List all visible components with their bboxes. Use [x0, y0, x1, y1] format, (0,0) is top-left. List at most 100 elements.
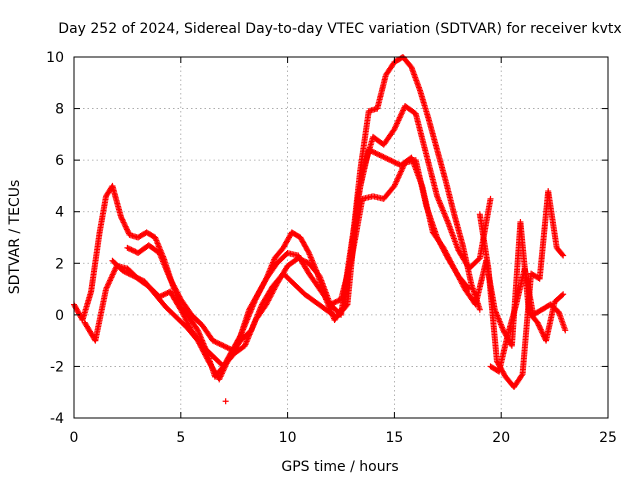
data-point: [540, 332, 547, 339]
data-point: [384, 155, 391, 162]
x-tick-label: 15: [385, 430, 403, 446]
data-point: [539, 329, 546, 336]
y-tick-label: 4: [55, 205, 64, 221]
data-point: [538, 327, 545, 334]
plot-frame: [73, 56, 609, 419]
data-point: [559, 251, 566, 258]
data-point: [119, 218, 126, 225]
x-tick-label: 5: [176, 430, 185, 446]
x-tick-label: 20: [492, 430, 510, 446]
data-point: [381, 154, 388, 161]
data-point: [132, 273, 139, 280]
data-point: [328, 300, 335, 307]
data-point: [124, 227, 131, 234]
data-point: [535, 322, 542, 329]
data-point: [465, 284, 472, 291]
data-point: [327, 301, 334, 308]
series-track-g: [487, 265, 569, 375]
data-point: [129, 247, 136, 254]
data-point: [129, 272, 136, 279]
ticks: [73, 56, 609, 419]
data-point: [539, 330, 546, 337]
data-point: [331, 299, 338, 306]
data-point: [560, 252, 567, 259]
data-point: [117, 213, 124, 220]
data-point: [562, 327, 569, 334]
data-point: [126, 271, 133, 278]
y-tick-label: -2: [50, 359, 64, 375]
data-point: [163, 290, 170, 297]
data-point: [372, 150, 379, 157]
data-point: [121, 222, 128, 229]
data-point: [127, 246, 134, 253]
data-point: [119, 216, 126, 223]
data-point: [383, 155, 390, 162]
series-track-a: [71, 54, 483, 380]
data-point: [476, 306, 483, 313]
series-isolated: [222, 398, 229, 405]
data-point: [221, 343, 228, 350]
data-point: [128, 271, 135, 278]
data-point: [375, 151, 382, 158]
data-points: [71, 54, 569, 405]
data-point: [369, 148, 376, 155]
data-point: [213, 339, 220, 346]
data-point: [219, 342, 226, 349]
data-point: [373, 150, 380, 157]
y-tick-label: 10: [46, 50, 64, 66]
data-point: [518, 372, 525, 379]
data-point: [329, 300, 336, 307]
y-tick-label: 2: [55, 256, 64, 272]
data-point: [335, 297, 342, 304]
data-point: [377, 152, 384, 159]
data-point: [393, 160, 400, 167]
data-point: [118, 215, 125, 222]
data-point: [560, 291, 567, 298]
data-point: [379, 153, 386, 160]
data-point: [209, 337, 216, 344]
chart-title: Day 252 of 2024, Sidereal Day-to-day VTE…: [58, 21, 621, 37]
data-point: [133, 274, 140, 281]
data-point: [138, 277, 145, 284]
x-tick-labels: 0 5 10 15 20 25: [70, 430, 617, 446]
x-axis-label: GPS time / hours: [281, 459, 398, 475]
data-point: [121, 220, 128, 227]
data-point: [389, 158, 396, 165]
data-point: [123, 226, 130, 233]
data-point: [137, 276, 144, 283]
y-tick-label: -4: [50, 411, 64, 427]
data-point: [367, 147, 374, 154]
data-point: [120, 219, 127, 226]
data-point: [537, 325, 544, 332]
data-point: [120, 268, 127, 275]
data-point: [385, 156, 392, 163]
data-point: [332, 298, 339, 305]
data-point: [125, 245, 132, 252]
data-point: [131, 248, 138, 255]
data-point: [376, 151, 383, 158]
data-point: [559, 292, 566, 299]
data-point: [371, 149, 378, 156]
data-point: [466, 286, 473, 293]
data-point: [161, 291, 168, 298]
data-point: [125, 229, 132, 236]
data-point: [380, 153, 387, 160]
data-point: [124, 244, 131, 251]
data-point: [387, 157, 394, 164]
x-tick-label: 25: [599, 430, 617, 446]
data-point: [121, 268, 128, 275]
data-point: [225, 345, 232, 352]
data-point: [136, 275, 143, 282]
data-point: [217, 341, 224, 348]
data-point: [220, 342, 227, 349]
data-point: [537, 326, 544, 333]
data-point: [123, 224, 130, 231]
data-point: [124, 269, 131, 276]
data-point: [487, 195, 494, 202]
data-point: [222, 398, 229, 405]
data-point: [536, 323, 543, 330]
data-point: [128, 246, 135, 253]
y-axis-label: SDTVAR / TECUs: [7, 180, 23, 295]
data-point: [224, 344, 231, 351]
data-point: [122, 269, 129, 276]
